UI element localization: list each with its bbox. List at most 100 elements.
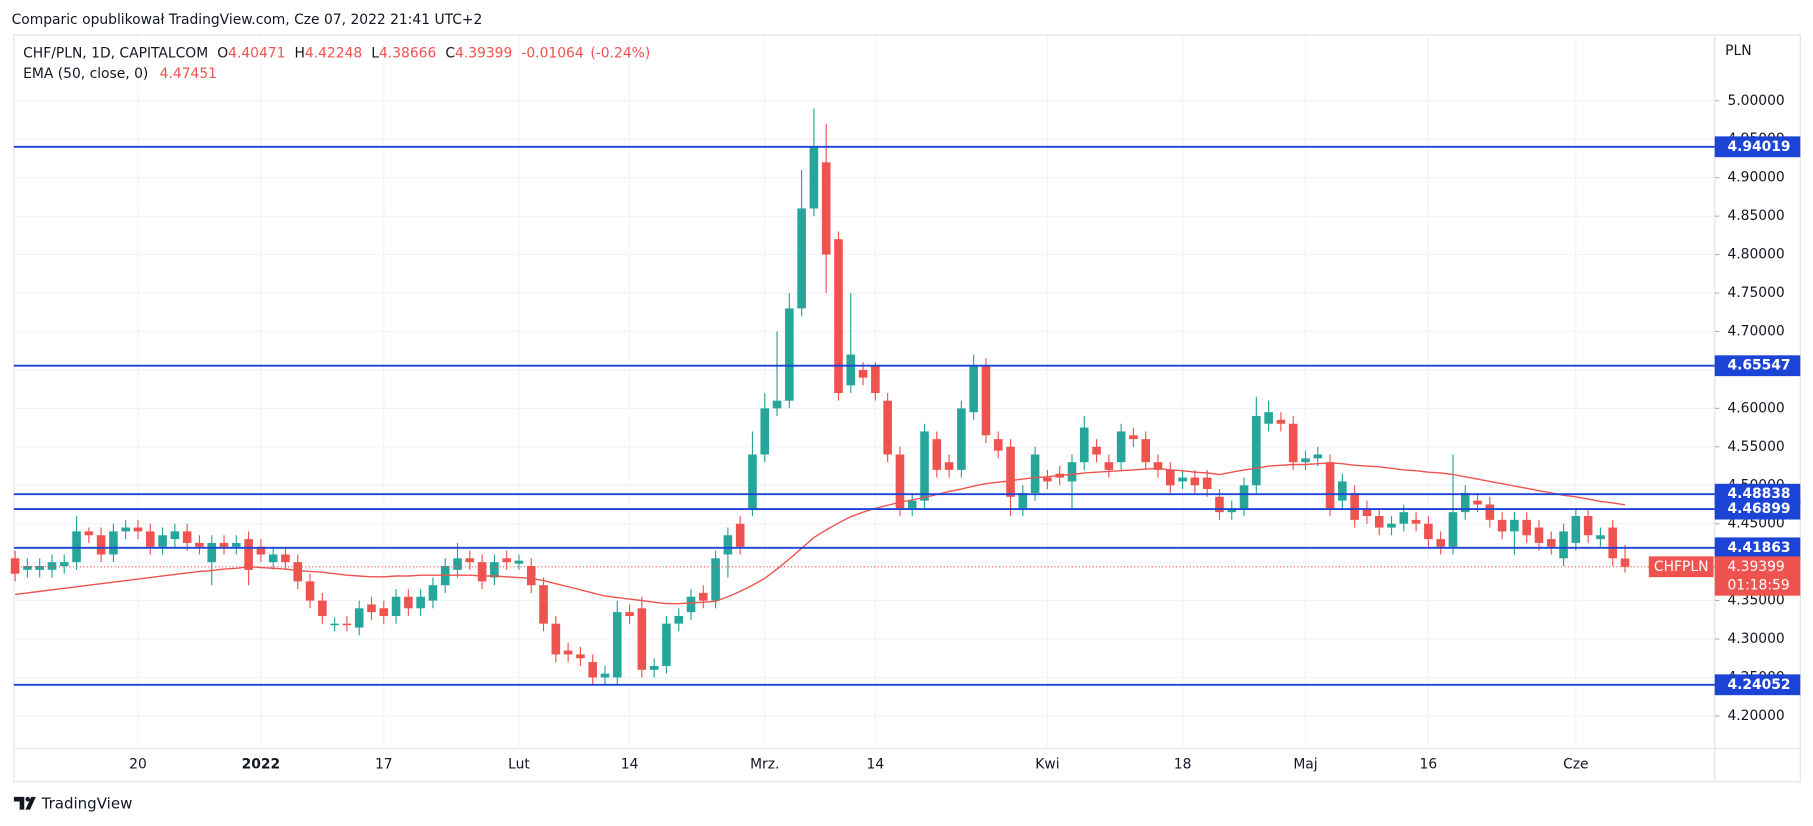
- candle-body: [1043, 477, 1052, 482]
- candle-body: [1301, 458, 1310, 463]
- candle-body: [748, 454, 757, 509]
- candle-body: [145, 531, 155, 547]
- brand: TradingView: [41, 794, 133, 812]
- y-tick-label: 4.90000: [1727, 170, 1784, 186]
- y-tick-label: 4.30000: [1727, 631, 1784, 647]
- level-tag: [1714, 537, 1801, 559]
- candle-body: [96, 535, 106, 555]
- candle-body: [1252, 416, 1261, 486]
- candle-body: [207, 542, 217, 563]
- candle-body: [84, 531, 94, 536]
- candle-body: [1079, 427, 1089, 463]
- candle-body: [1190, 477, 1200, 486]
- candle-body: [907, 500, 917, 509]
- candle-body: [895, 454, 905, 509]
- x-tick-label: Mrz.: [750, 757, 779, 773]
- y-tick-label: 4.85000: [1727, 208, 1784, 224]
- candle-body: [404, 596, 413, 609]
- candle-body: [1374, 516, 1384, 528]
- candle-body: [1006, 446, 1015, 497]
- candle-body: [330, 623, 339, 626]
- publisher-line: Comparic opublikował TradingView.com, Cz…: [12, 12, 483, 28]
- candle-body: [1215, 496, 1224, 513]
- currency: PLN: [1725, 43, 1751, 59]
- candle-body: [1227, 508, 1237, 513]
- candle-body: [121, 527, 131, 532]
- candle-body: [932, 439, 942, 470]
- candle-body: [1104, 462, 1114, 470]
- candle-body: [195, 542, 204, 547]
- level-tag: [1714, 355, 1801, 377]
- ema-name: EMA (50, close, 0): [23, 66, 148, 82]
- candle-body: [23, 566, 32, 570]
- candle-body: [318, 600, 327, 616]
- candle-body: [502, 558, 511, 563]
- y-tick-label: 4.75000: [1727, 285, 1784, 301]
- change-pct: (-0.24%): [590, 45, 650, 61]
- candle-body: [871, 366, 880, 393]
- candle-body: [1608, 527, 1618, 559]
- candle-body: [1153, 462, 1163, 470]
- x-tick-label: 2022: [242, 757, 281, 773]
- candle-body: [219, 542, 229, 547]
- x-tick-label: 16: [1420, 757, 1438, 773]
- candle-body: [711, 558, 720, 601]
- candle-body: [1264, 412, 1273, 424]
- level-label: 4.46899: [1727, 501, 1790, 517]
- level-label: 4.94019: [1727, 139, 1790, 155]
- candle-body: [772, 400, 782, 409]
- countdown: 01:18:59: [1727, 577, 1789, 593]
- candle-body: [1460, 492, 1470, 513]
- level-label: 4.41863: [1727, 540, 1790, 556]
- candle-body: [588, 662, 598, 678]
- y-tick-label: 4.60000: [1727, 400, 1784, 416]
- price-axis: 4.200004.250004.300004.350004.400004.450…: [129, 93, 1801, 773]
- candle-body: [293, 562, 303, 582]
- x-tick-label: 17: [375, 757, 393, 773]
- candle-body: [1571, 516, 1581, 543]
- candle-body: [490, 562, 499, 578]
- candle-body: [1350, 492, 1359, 520]
- candle-body: [256, 546, 266, 555]
- candle-body: [920, 431, 929, 501]
- last-price-tag: [1714, 556, 1801, 596]
- candle-body: [526, 566, 536, 586]
- level-tag: [1714, 498, 1801, 520]
- l-value: 4.38666: [379, 45, 436, 61]
- o-label: O: [217, 45, 228, 61]
- c-value: 4.39399: [455, 45, 512, 61]
- candle-body: [1522, 519, 1531, 536]
- y-tick-label: 4.70000: [1727, 323, 1784, 339]
- candle-body: [1129, 435, 1138, 440]
- candle-body: [1362, 508, 1372, 517]
- legend-main: CHF/PLN, 1D, CAPITALCOM O4.40471 H4.4224…: [23, 45, 650, 61]
- candle-body: [72, 531, 81, 563]
- x-tick-label: 18: [1174, 757, 1192, 773]
- x-tick-label: Cze: [1563, 757, 1588, 773]
- candle-body: [846, 354, 856, 386]
- change: -0.01064: [521, 45, 583, 61]
- candle-body: [539, 585, 548, 624]
- candle-body: [465, 558, 475, 563]
- candle-body: [1338, 481, 1347, 501]
- candle-body: [858, 369, 868, 378]
- candle-body: [244, 539, 253, 570]
- candle-body: [1141, 439, 1151, 463]
- symbol: CHF/PLN, 1D, CAPITALCOM: [23, 45, 208, 61]
- ema-value: 4.47451: [160, 66, 217, 82]
- level-label: 4.65547: [1727, 358, 1790, 374]
- candle-body: [453, 558, 462, 570]
- l-label: L: [371, 45, 379, 61]
- candle-body: [612, 612, 622, 678]
- candle-body: [305, 581, 315, 601]
- candle-body: [1583, 516, 1593, 536]
- level-tag: [1714, 674, 1801, 696]
- candle-body: [1424, 523, 1433, 540]
- candle-body: [686, 596, 696, 613]
- candle-body: [1313, 454, 1323, 459]
- candle-body: [1485, 504, 1495, 520]
- candle-body: [600, 673, 610, 678]
- legend-ema: EMA (50, close, 0) 4.47451: [23, 66, 217, 82]
- candle-body: [182, 531, 192, 543]
- candle-body: [367, 604, 376, 613]
